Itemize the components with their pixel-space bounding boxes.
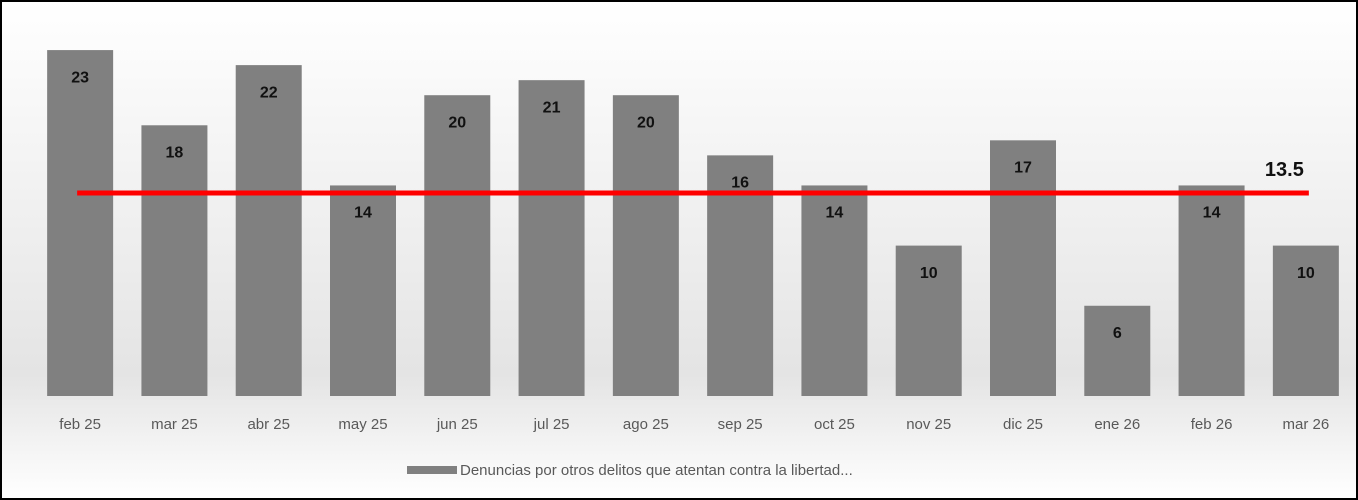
x-tick-label: ene 26	[1094, 416, 1140, 433]
data-label: 17	[1014, 160, 1032, 177]
data-label: 21	[543, 99, 561, 116]
bar	[518, 80, 585, 396]
data-label: 14	[826, 205, 844, 222]
x-tick-label: jul 25	[533, 416, 570, 433]
x-tick-label: dic 25	[1003, 416, 1043, 433]
bar	[990, 140, 1056, 396]
bar	[707, 155, 774, 396]
x-tick-label: abr 25	[247, 416, 290, 433]
x-tick-label: sep 25	[718, 416, 763, 433]
data-label: 18	[166, 144, 184, 161]
bar	[1272, 245, 1339, 396]
x-tick-label: mar 26	[1283, 416, 1330, 433]
average-label: 13.5	[1265, 159, 1304, 181]
bar	[801, 185, 868, 396]
x-tick-label: feb 26	[1191, 416, 1233, 433]
bar	[1084, 305, 1151, 396]
x-tick-label: feb 25	[59, 416, 101, 433]
bar	[612, 95, 679, 396]
data-label: 10	[1297, 265, 1315, 282]
bar	[330, 185, 396, 396]
data-label: 20	[448, 114, 466, 131]
bar	[141, 125, 208, 396]
data-label: 6	[1113, 325, 1122, 342]
x-tick-label: may 25	[338, 416, 387, 433]
x-tick-label: jun 25	[436, 416, 478, 433]
data-label: 14	[354, 205, 372, 222]
bar	[424, 95, 491, 396]
data-label: 16	[731, 175, 749, 192]
bar	[235, 65, 302, 397]
x-tick-label: mar 25	[151, 416, 198, 433]
data-label: 20	[637, 114, 655, 131]
data-label: 23	[71, 69, 89, 86]
bar	[47, 50, 114, 397]
data-label: 10	[920, 265, 938, 282]
bar	[895, 245, 962, 396]
data-label: 14	[1203, 205, 1221, 222]
legend-swatch	[407, 466, 457, 474]
data-label: 22	[260, 84, 278, 101]
x-tick-label: ago 25	[623, 416, 669, 433]
x-tick-label: nov 25	[906, 416, 951, 433]
x-tick-label: oct 25	[814, 416, 855, 433]
bar	[1178, 185, 1245, 396]
legend-label: Denuncias por otros delitos que atentan …	[460, 462, 853, 479]
